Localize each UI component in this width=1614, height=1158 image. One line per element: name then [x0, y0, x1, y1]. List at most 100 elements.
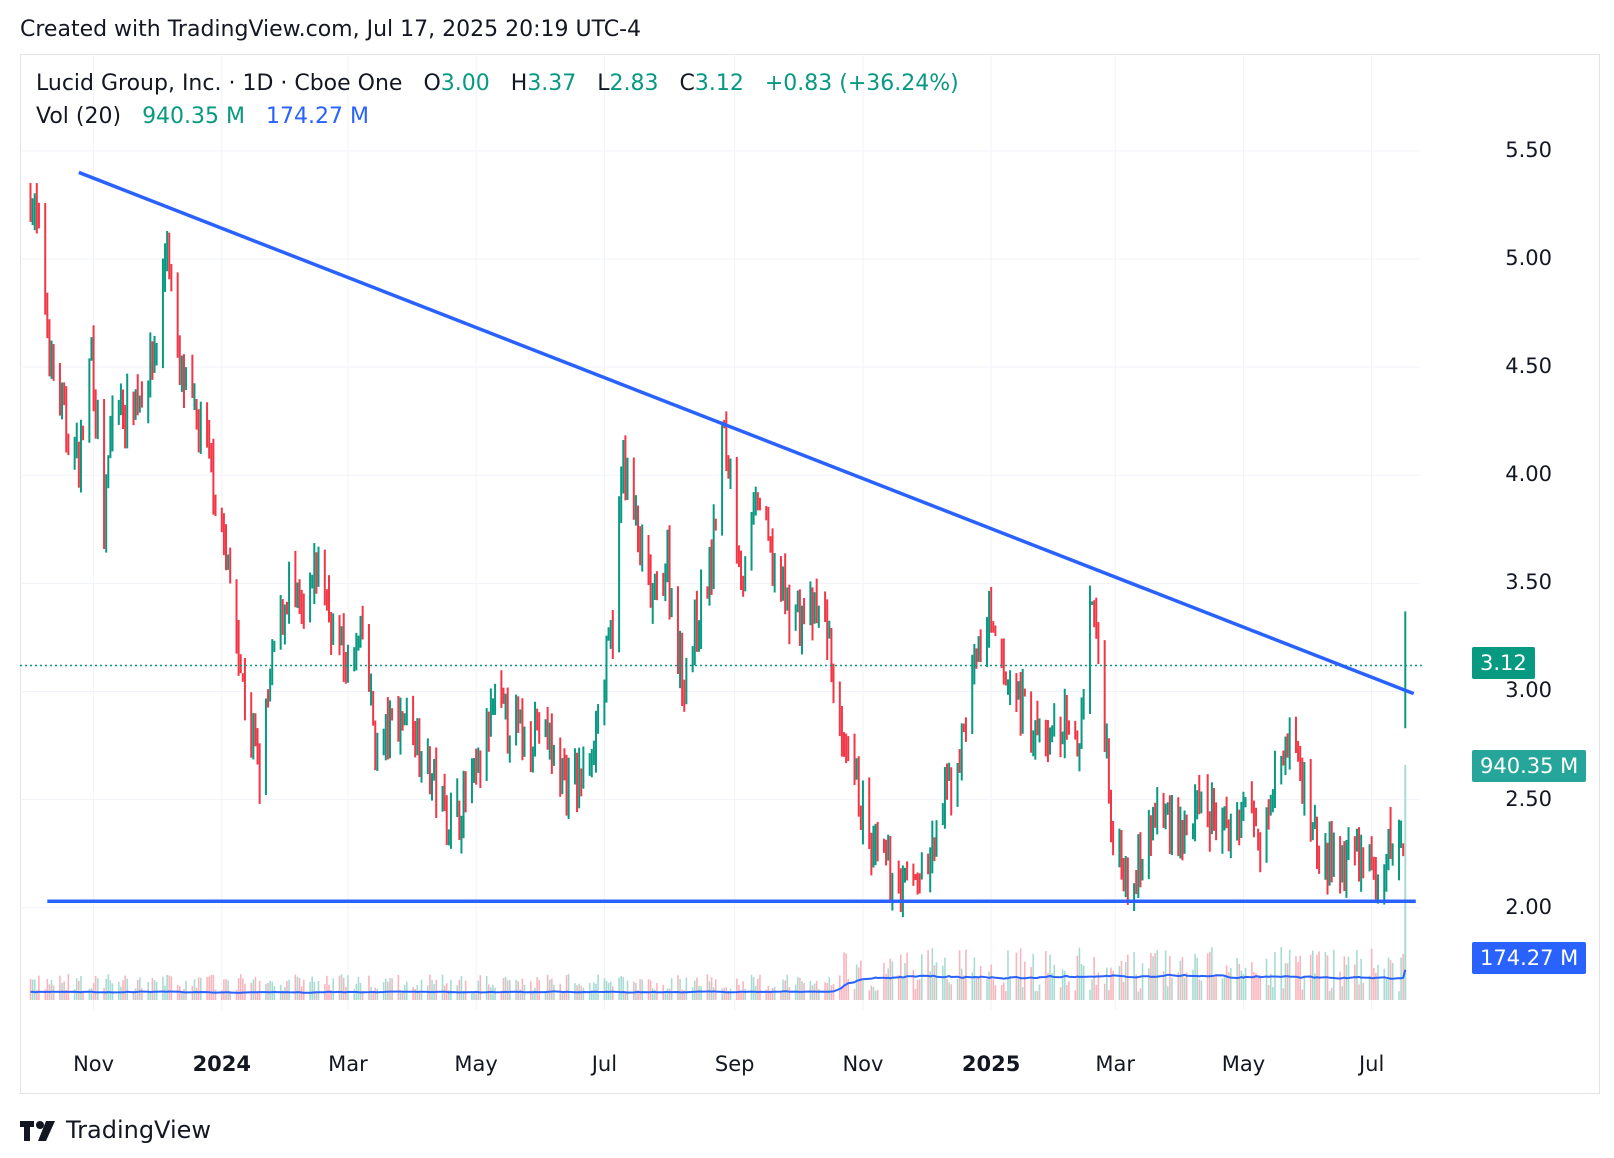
- volume-bar: [126, 978, 129, 1000]
- volume-bar: [515, 979, 517, 1000]
- volume-bar: [103, 987, 105, 1000]
- volume-bar: [582, 987, 585, 1000]
- volume-bar: [429, 974, 431, 1000]
- trendlines: [20, 170, 1425, 903]
- volume-bar: [1179, 960, 1182, 1000]
- y-tick-label: 2.00: [1505, 894, 1552, 919]
- volume-bar: [1265, 959, 1268, 1000]
- x-tick-label: Mar: [1095, 1052, 1135, 1076]
- volume-bar: [1372, 968, 1375, 1000]
- footer[interactable]: TradingView: [20, 1116, 211, 1144]
- volume-bar: [412, 987, 414, 1000]
- volume-bar: [208, 976, 210, 1000]
- volume-bar: [50, 980, 53, 1000]
- high-value: 3.37: [527, 71, 577, 96]
- volume-bar: [988, 971, 990, 1000]
- volume-bar: [271, 981, 274, 1000]
- volume-bar: [727, 991, 730, 1000]
- volume-bar: [887, 968, 889, 1000]
- volume-bar: [929, 971, 932, 1000]
- low-label: L: [597, 71, 610, 96]
- volume-bar: [788, 987, 791, 1000]
- volume-bar: [1311, 950, 1314, 1000]
- volume-bar: [841, 986, 843, 1000]
- trendline: [78, 170, 1415, 696]
- volume-bar: [284, 987, 286, 1000]
- volume-bar: [376, 988, 379, 1000]
- volume-bar: [1082, 965, 1085, 1000]
- volume-bar: [691, 987, 694, 1000]
- volume-bar: [1141, 963, 1144, 1000]
- volume-bar: [590, 990, 593, 1000]
- footer-brand: TradingView: [66, 1116, 212, 1144]
- volume-bar: [183, 988, 185, 1000]
- volume-bar: [946, 978, 948, 1000]
- volume-bar: [1333, 949, 1335, 1000]
- volume-bar: [94, 975, 97, 1000]
- volume-bar: [975, 978, 978, 1000]
- volume-bar: [744, 988, 747, 1000]
- volume-bar: [353, 989, 356, 1000]
- volume-bar: [500, 990, 503, 1000]
- volume-bar: [639, 979, 641, 1000]
- x-tick-label: Sep: [714, 1052, 755, 1076]
- volume-bar: [1230, 968, 1232, 1000]
- volume-bar: [506, 980, 509, 1000]
- volume-bar: [490, 987, 492, 1000]
- volume-bar: [517, 981, 519, 1000]
- volume-bar: [1360, 958, 1362, 1000]
- volume-bar: [780, 990, 782, 1000]
- volume-bar: [372, 990, 374, 1000]
- volume-bar: [1198, 979, 1201, 1000]
- volume-bar: [235, 989, 238, 1000]
- x-tick-label: 2025: [961, 1052, 1021, 1076]
- volume-bar: [1049, 954, 1051, 1000]
- x-tick-label: May: [1221, 1052, 1266, 1076]
- volume-bar: [206, 977, 208, 1000]
- volume-bar: [1389, 960, 1392, 1000]
- volume-bar: [740, 990, 742, 1000]
- volume-bar: [1034, 991, 1037, 1000]
- volume-bar: [132, 990, 135, 1000]
- volume-bar: [830, 985, 833, 1000]
- volume-bar: [399, 991, 402, 1000]
- volume-bar: [874, 990, 877, 1000]
- volume-bar: [769, 990, 772, 1000]
- volume-bar: [603, 978, 606, 1000]
- volume-bar: [431, 979, 433, 1000]
- volume-bar: [134, 988, 137, 1000]
- volume-bar: [75, 978, 78, 1000]
- open-label: O: [423, 71, 441, 96]
- volume-bar: [647, 979, 650, 1000]
- volume-bar: [313, 981, 316, 1000]
- volume-bar: [105, 978, 107, 1000]
- volume-bar: [254, 976, 257, 1000]
- volume-bar: [620, 975, 623, 1000]
- volume-bar: [714, 979, 717, 1000]
- volume-bar: [1192, 969, 1194, 1000]
- volume-bar: [942, 965, 944, 1000]
- volume-bar: [1286, 963, 1289, 1000]
- symbol-label: Lucid Group, Inc. · 1D · Cboe One: [36, 71, 403, 96]
- x-tick-label: Nov: [842, 1052, 884, 1076]
- volume-bar: [897, 974, 900, 1000]
- volume-bar: [845, 953, 847, 1000]
- volume-bar: [345, 986, 347, 1000]
- volume-bar: [786, 975, 789, 1000]
- volume-value: 940.35 M: [142, 104, 246, 129]
- volume-bar: [546, 974, 549, 1000]
- volume-bar: [494, 987, 496, 1000]
- volume-bar: [668, 988, 671, 1000]
- volume-bar: [633, 981, 635, 1000]
- volume-bar: [397, 974, 400, 1000]
- volume-bar: [782, 979, 784, 1000]
- volume-bar: [1223, 976, 1226, 1000]
- volume-bar: [817, 989, 820, 1000]
- volume-bar: [548, 979, 551, 1000]
- volume-bar: [464, 980, 467, 1000]
- volume-bar: [1215, 974, 1217, 1000]
- volume-bar: [977, 976, 980, 1000]
- volume-bar: [1063, 970, 1066, 1000]
- volume-bar: [139, 977, 141, 1000]
